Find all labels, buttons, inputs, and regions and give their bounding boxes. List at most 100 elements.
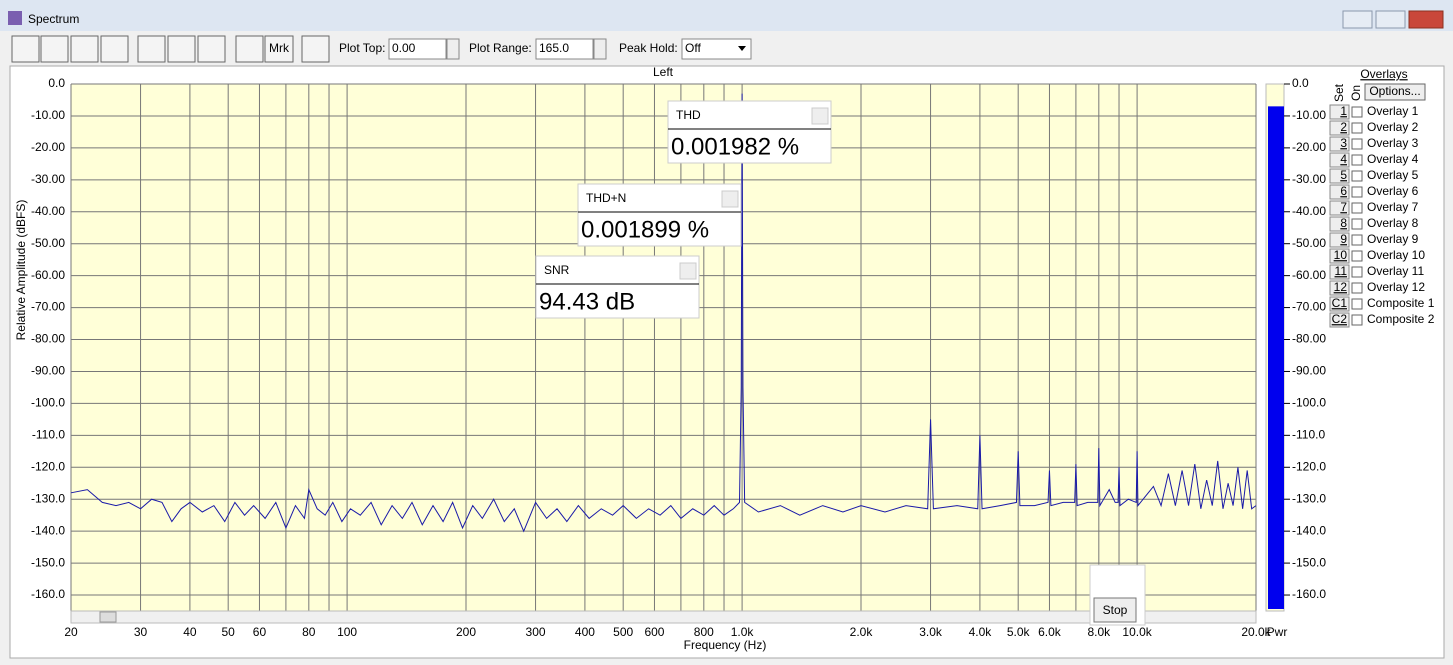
overlay-set-label[interactable]: 10 bbox=[1334, 248, 1348, 262]
y-tick-label: -60.00 bbox=[31, 268, 65, 282]
meter-tick-label: -80.00 bbox=[1292, 332, 1326, 346]
scroll-thumb[interactable] bbox=[99, 611, 117, 623]
overlay-set-button[interactable] bbox=[1329, 248, 1350, 264]
options-button-label[interactable]: Options... bbox=[1369, 84, 1420, 98]
tool-button[interactable] bbox=[167, 35, 196, 63]
x-tick-label: 50 bbox=[222, 625, 236, 639]
overlay-checkbox[interactable] bbox=[1351, 154, 1363, 166]
maximize-button[interactable] bbox=[1375, 10, 1406, 29]
peak-hold-value[interactable]: Off bbox=[685, 41, 701, 55]
tool-button[interactable] bbox=[301, 35, 330, 63]
overlay-set-label[interactable]: 11 bbox=[1335, 264, 1348, 278]
readout-close[interactable] bbox=[679, 262, 697, 280]
close-button[interactable] bbox=[1408, 10, 1444, 29]
overlay-name: Composite 2 bbox=[1367, 312, 1435, 326]
meter-tick-label: -20.00 bbox=[1292, 140, 1326, 154]
overlay-set-label[interactable]: 5 bbox=[1340, 168, 1347, 182]
overlay-set-label[interactable]: 9 bbox=[1340, 232, 1347, 246]
readout-value: 0.001899 % bbox=[581, 216, 709, 243]
y-tick-label: -10.00 bbox=[31, 108, 65, 122]
overlay-checkbox[interactable] bbox=[1351, 298, 1363, 310]
tool-button[interactable] bbox=[235, 35, 264, 63]
overlay-set-label[interactable]: 8 bbox=[1340, 216, 1347, 230]
overlay-name: Overlay 12 bbox=[1367, 280, 1425, 294]
overlay-checkbox[interactable] bbox=[1351, 282, 1363, 294]
x-tick-label: 400 bbox=[575, 625, 595, 639]
overlay-set-button[interactable] bbox=[1329, 136, 1350, 152]
overlay-set-label[interactable]: C2 bbox=[1332, 312, 1348, 326]
plot-top-label: Plot Top: bbox=[339, 41, 385, 55]
overlay-checkbox[interactable] bbox=[1351, 186, 1363, 198]
stop-button[interactable] bbox=[1093, 597, 1137, 623]
tool-button[interactable] bbox=[100, 35, 129, 63]
overlay-checkbox[interactable] bbox=[1351, 170, 1363, 182]
plot-top-value[interactable]: 0.00 bbox=[392, 41, 416, 55]
tool-button[interactable] bbox=[40, 35, 69, 63]
readout-close[interactable] bbox=[721, 190, 739, 208]
stop-button-label[interactable]: Stop bbox=[1103, 603, 1128, 617]
peak-hold-dropdown[interactable] bbox=[681, 38, 752, 60]
tool-button[interactable] bbox=[70, 35, 99, 63]
tool-button[interactable] bbox=[11, 35, 40, 63]
overlay-set-button[interactable] bbox=[1329, 184, 1350, 200]
x-tick-label: 10.0k bbox=[1122, 625, 1152, 639]
overlay-set-button[interactable] bbox=[1329, 264, 1350, 280]
overlay-checkbox[interactable] bbox=[1351, 266, 1363, 278]
overlay-checkbox[interactable] bbox=[1351, 234, 1363, 246]
overlay-set-button[interactable] bbox=[1329, 216, 1350, 232]
meter-tick-label: -110.0 bbox=[1292, 428, 1325, 442]
minimize-button[interactable] bbox=[1342, 10, 1373, 29]
plot-range-spinner[interactable] bbox=[593, 38, 607, 60]
overlay-set-button[interactable] bbox=[1329, 104, 1350, 120]
plot-range-input[interactable] bbox=[535, 38, 594, 60]
scrollbar[interactable] bbox=[70, 610, 1257, 624]
set-header: Set bbox=[1332, 83, 1346, 102]
dropdown-arrow bbox=[738, 46, 746, 51]
plot-range-value[interactable]: 165.0 bbox=[539, 41, 569, 55]
overlay-checkbox[interactable] bbox=[1351, 250, 1363, 262]
on-header: On bbox=[1349, 85, 1363, 101]
x-tick-label: 3.0k bbox=[919, 625, 943, 639]
readout-close[interactable] bbox=[811, 107, 829, 125]
y-tick-label: -100.0 bbox=[31, 396, 65, 410]
overlay-set-button[interactable] bbox=[1329, 232, 1350, 248]
y-tick-label: -110.0 bbox=[32, 428, 65, 442]
overlay-set-label[interactable]: 12 bbox=[1334, 280, 1348, 294]
overlay-checkbox[interactable] bbox=[1351, 122, 1363, 134]
readout-box bbox=[667, 100, 832, 164]
overlay-set-label[interactable]: 7 bbox=[1340, 200, 1347, 214]
overlay-set-button[interactable] bbox=[1329, 152, 1350, 168]
plot-top-spinner[interactable] bbox=[446, 38, 460, 60]
overlay-set-button[interactable] bbox=[1329, 312, 1350, 328]
overlay-set-label[interactable]: C1 bbox=[1332, 296, 1348, 310]
x-tick-label: 100 bbox=[337, 625, 357, 639]
plot-top-input[interactable] bbox=[388, 38, 447, 60]
overlay-checkbox[interactable] bbox=[1351, 202, 1363, 214]
x-tick-label: 30 bbox=[134, 625, 148, 639]
readout-box bbox=[577, 183, 742, 247]
app-icon bbox=[8, 11, 22, 25]
overlay-set-label[interactable]: 3 bbox=[1340, 136, 1347, 150]
overlay-set-label[interactable]: 6 bbox=[1340, 184, 1347, 198]
overlay-set-button[interactable] bbox=[1329, 120, 1350, 136]
overlay-checkbox[interactable] bbox=[1351, 106, 1363, 118]
overlay-set-button[interactable] bbox=[1329, 280, 1350, 296]
overlay-name: Composite 1 bbox=[1367, 296, 1435, 310]
tool-button[interactable] bbox=[137, 35, 166, 63]
options-button[interactable] bbox=[1364, 83, 1426, 101]
overlay-set-label[interactable]: 4 bbox=[1340, 152, 1347, 166]
overlay-set-button[interactable] bbox=[1329, 168, 1350, 184]
overlay-set-label[interactable]: 1 bbox=[1340, 104, 1347, 118]
overlay-set-button[interactable] bbox=[1329, 296, 1350, 312]
peak-hold-label: Peak Hold: bbox=[619, 41, 678, 55]
overlay-checkbox[interactable] bbox=[1351, 138, 1363, 150]
overlay-set-label[interactable]: 2 bbox=[1340, 120, 1347, 134]
tool-button[interactable] bbox=[197, 35, 226, 63]
tool-button[interactable] bbox=[264, 35, 294, 63]
overlay-checkbox[interactable] bbox=[1351, 218, 1363, 230]
y-tick-label: -120.0 bbox=[31, 459, 65, 473]
overlay-checkbox[interactable] bbox=[1351, 314, 1363, 326]
overlay-set-button[interactable] bbox=[1329, 200, 1350, 216]
x-tick-label: 4.0k bbox=[969, 625, 993, 639]
marker-button-label[interactable]: Mrk bbox=[269, 41, 290, 55]
